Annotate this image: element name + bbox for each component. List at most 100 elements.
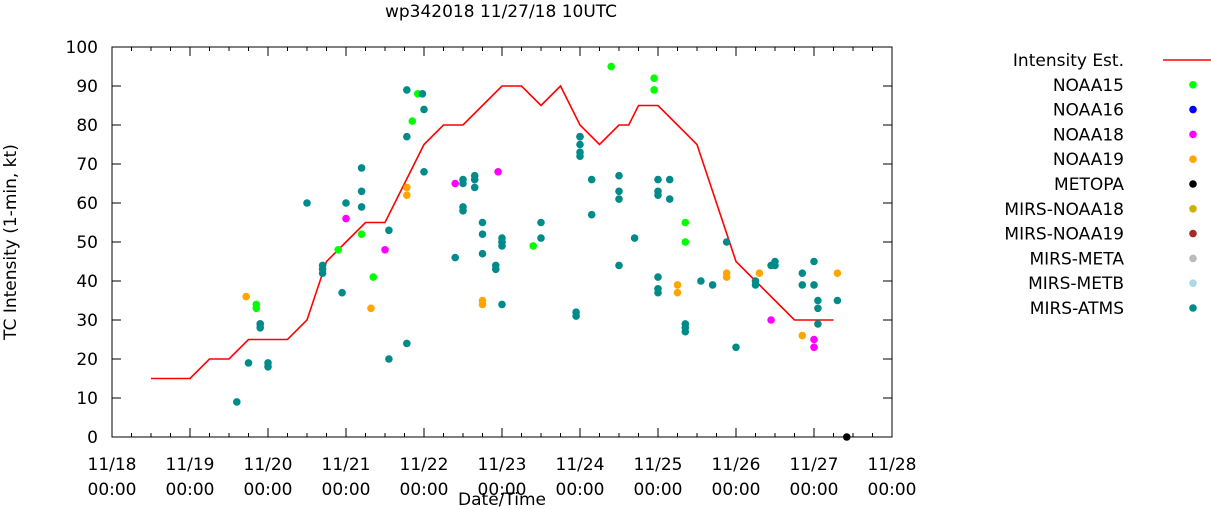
point-mirs-atms [576,140,584,149]
point-mirs-atms [418,90,427,98]
x-tick-label-date: 11/28 [868,455,917,475]
point-noaa18 [494,168,502,176]
point-noaa18 [810,335,818,344]
point-mirs-atms [681,320,690,328]
point-noaa19 [367,304,375,313]
point-noaa19 [833,269,842,278]
point-noaa19 [722,269,731,278]
point-mirs-atms [491,261,500,270]
x-tick-label-date: 11/20 [244,455,293,475]
legend-swatch-mirs-noaa18 [1189,205,1197,213]
point-mirs-atms [498,300,506,309]
x-tick-label-date: 11/23 [478,455,527,475]
legend-label-noaa16: NOAA16 [1053,101,1124,121]
point-mirs-atms [420,105,428,114]
y-tick-label: 0 [87,428,98,448]
x-tick-label-date: 11/26 [712,455,761,475]
point-noaa15 [529,242,537,250]
x-tick-label-time: 00:00 [556,480,605,500]
legend-swatch-noaa15 [1189,81,1197,89]
point-noaa15 [650,74,658,82]
legend-label-intensity-est: Intensity Est. [1013,51,1124,71]
point-mirs-atms [420,168,428,176]
point-mirs-atms [357,187,366,196]
point-noaa15 [650,86,658,94]
point-mirs-atms [385,226,393,235]
legend-label-metopa: METOPA [1054,175,1124,195]
point-noaa19 [673,288,682,297]
y-tick-label: 50 [76,233,98,253]
x-tick-label-time: 00:00 [322,480,371,500]
legend-swatch-mirs-atms [1189,304,1197,312]
point-mirs-atms [478,218,487,227]
point-mirs-atms [403,86,411,94]
point-mirs-atms [478,230,487,238]
y-axis-ticks: 0 10 20 30 40 50 60 70 80 90 100 [66,38,892,448]
legend-label-noaa15: NOAA15 [1053,76,1124,96]
point-mirs-atms [451,253,460,262]
point-noaa15 [252,300,261,309]
legend-swatch-mirs-noaa19 [1189,229,1197,238]
point-mirs-atms [572,308,580,317]
point-metopa [842,433,851,441]
point-mirs-atms [814,304,822,313]
y-tick-label: 10 [76,389,98,409]
legend-label-mirs-noaa19: MIRS-NOAA19 [1004,225,1124,245]
point-mirs-atms [537,234,545,242]
point-noaa15 [369,273,378,281]
point-mirs-atms [751,277,760,285]
point-mirs-atms [318,261,327,270]
point-mirs-atms [615,195,623,203]
point-mirs-atms [833,296,842,305]
observation-points-layer [233,62,851,441]
point-mirs-atms [233,398,241,406]
point-mirs-atms [357,164,366,172]
point-mirs-atms [403,132,411,141]
point-noaa18 [810,343,818,352]
point-mirs-atms [576,148,584,157]
legend-swatch-noaa18 [1189,130,1197,139]
x-axis-ticks: 11/18 00:00 11/19 00:00 11/20 00:00 11/21 00:00… [88,47,917,500]
point-mirs-atms [665,175,674,184]
legend-swatch-mirs-meta [1189,254,1197,263]
point-mirs-atms [385,355,393,363]
chart-title: wp342018 11/27/18 10UTC [385,2,617,22]
legend: Intensity Est. NOAA15 NOAA16 NOAA18 NOAA19 ME… [1004,51,1211,319]
x-tick-label-date: 11/22 [400,455,449,475]
point-mirs-atms [470,171,479,180]
x-tick-label-date: 11/18 [88,455,137,475]
x-tick-label-time: 00:00 [478,480,527,500]
legend-label-mirs-atms: MIRS-ATMS [1030,299,1124,319]
y-tick-label: 90 [76,77,98,97]
point-mirs-atms [576,132,584,141]
point-noaa18 [451,179,460,188]
point-mirs-atms [498,238,506,246]
point-mirs-atms [798,281,807,289]
x-tick-label-date: 11/21 [322,455,371,475]
point-noaa15 [357,230,366,238]
y-tick-label: 100 [66,38,98,58]
x-tick-label-time: 00:00 [400,480,449,500]
x-tick-label-time: 00:00 [868,480,917,500]
x-tick-label-time: 00:00 [712,480,761,500]
point-mirs-atms [708,281,717,289]
point-mirs-atms [459,203,467,211]
legend-swatch-noaa16 [1189,105,1197,114]
legend-label-mirs-noaa18: MIRS-NOAA18 [1004,200,1124,220]
point-mirs-atms [587,175,596,184]
x-tick-label-date: 11/24 [556,455,605,475]
point-noaa19 [478,296,487,305]
intensity-est-line [151,84,834,380]
point-mirs-atms [654,285,662,293]
y-tick-label: 20 [76,350,98,370]
legend-swatch-mirs-metb [1189,279,1197,288]
point-mirs-atms [470,183,479,192]
point-noaa15 [607,62,615,71]
point-noaa15 [408,117,417,125]
point-noaa18 [381,246,389,254]
point-mirs-atms [798,269,807,278]
point-mirs-atms [771,257,779,266]
point-mirs-atms [654,175,662,184]
x-tick-label-date: 11/19 [166,455,215,475]
point-mirs-atms [814,320,822,328]
